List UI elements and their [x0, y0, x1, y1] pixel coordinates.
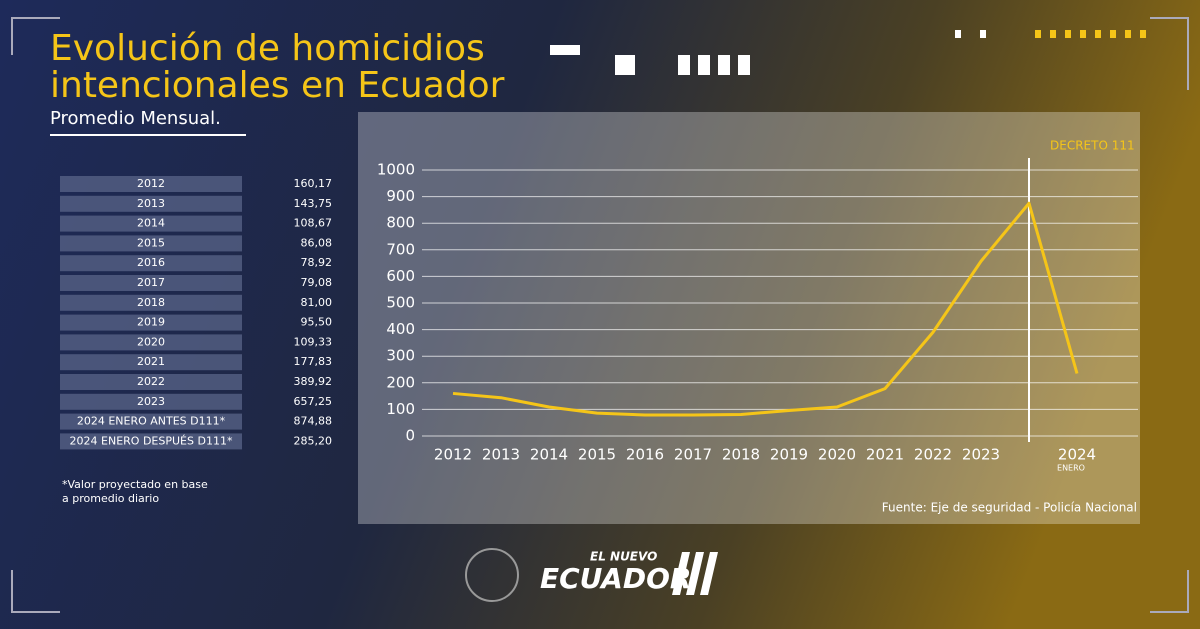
row-value: 143,75 [294, 197, 333, 210]
row-label: 2021 [137, 355, 165, 368]
table-row [60, 235, 242, 252]
table-row [60, 314, 242, 331]
x-tick-label: 2023 [962, 446, 1000, 464]
table-row [60, 215, 242, 232]
row-value: 285,20 [294, 434, 333, 447]
y-tick-label: 200 [386, 373, 415, 391]
logo: EL NUEVO ECUADOR [465, 548, 718, 602]
table-row [60, 294, 242, 311]
row-label: 2019 [137, 316, 165, 329]
x-tick-label: 2019 [770, 446, 808, 464]
table-row [60, 275, 242, 291]
table-row [60, 176, 242, 192]
table-row [60, 413, 242, 430]
x-tick-label: 2020 [818, 446, 856, 464]
x-tick-label: 2015 [578, 446, 616, 464]
y-tick-label: 0 [405, 427, 415, 445]
row-label: 2018 [137, 296, 165, 309]
y-tick-label: 800 [386, 214, 415, 232]
title-line: intencionales en Ecuador [50, 65, 505, 106]
x-tick-label: 2014 [530, 446, 568, 464]
coat-of-arms [465, 548, 519, 602]
x-tick-label: 2016 [626, 446, 664, 464]
row-value: 177,83 [294, 355, 333, 368]
x-tick-label: 2024 [1058, 446, 1096, 464]
y-tick-label: 100 [386, 400, 415, 418]
row-value: 86,08 [301, 236, 333, 249]
table-row [60, 334, 242, 351]
logo-main: ECUADOR [540, 562, 691, 595]
x-sublabel: ENERO [1057, 464, 1085, 473]
row-label: 2020 [137, 335, 165, 348]
row-label: 2014 [137, 217, 165, 230]
decor-dots [1035, 30, 1146, 38]
footnote: *Valor proyectado en base [62, 478, 208, 491]
row-value: 109,33 [294, 335, 333, 348]
row-value: 657,25 [294, 395, 333, 408]
row-label: 2016 [137, 256, 165, 269]
logo-top: EL NUEVO [590, 550, 657, 564]
y-tick-label: 1000 [377, 161, 415, 179]
y-tick-label: 500 [386, 294, 415, 312]
row-label: 2015 [137, 236, 165, 249]
table-row [60, 433, 242, 450]
subtitle: Promedio Mensual. [50, 108, 221, 129]
table-row [60, 393, 242, 410]
x-tick-label: 2018 [722, 446, 760, 464]
row-value: 79,08 [301, 276, 333, 289]
row-value: 389,92 [294, 375, 333, 388]
table-row [60, 354, 242, 371]
x-tick-label: 2022 [914, 446, 952, 464]
x-tick-label: 2012 [434, 446, 472, 464]
x-tick-label: 2017 [674, 446, 712, 464]
row-value: 78,92 [301, 256, 333, 269]
row-label: 2023 [137, 395, 165, 408]
table-row [60, 195, 242, 212]
decor-bars [550, 30, 986, 75]
row-value: 81,00 [301, 296, 333, 309]
row-label: 2013 [137, 197, 165, 210]
corner-brackets [11, 17, 1189, 613]
row-value: 874,88 [294, 415, 333, 428]
logo-bars [672, 552, 718, 595]
x-tick-label: 2021 [866, 446, 904, 464]
title-line: Evolución de homicidios [50, 28, 485, 69]
footnote: a promedio diario [62, 492, 159, 505]
row-label: 2017 [137, 276, 165, 289]
y-tick-label: 600 [386, 267, 415, 285]
y-tick-label: 300 [386, 347, 415, 365]
row-label: 2012 [137, 177, 165, 190]
y-tick-label: 900 [386, 187, 415, 205]
row-label: 2024 ENERO ANTES D111* [77, 415, 226, 428]
y-tick-label: 700 [386, 240, 415, 258]
line [452, 201, 1079, 417]
row-value: 108,67 [294, 217, 333, 230]
source: Fuente: Eje de seguridad - Policía Nacio… [882, 501, 1137, 515]
chart-panel [358, 112, 1140, 524]
x-tick-label: 2013 [482, 446, 520, 464]
table-row [60, 255, 242, 272]
row-value: 95,50 [301, 316, 333, 329]
table-row [60, 374, 242, 390]
y-tick-label: 400 [386, 320, 415, 338]
row-label: 2022 [137, 375, 165, 388]
row-label: 2024 ENERO DESPUÉS D111* [70, 434, 233, 447]
row-value: 160,17 [294, 177, 333, 190]
annotation: DECRETO 111 [1050, 139, 1135, 153]
